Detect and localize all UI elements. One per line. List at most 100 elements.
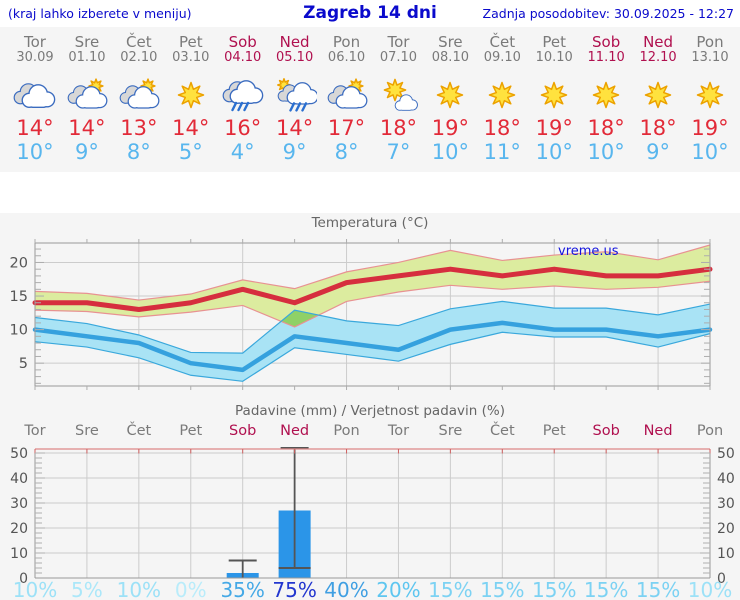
day-column-10.10[interactable]: Pet 10.10 19° 10° xyxy=(527,30,581,163)
day-max-temperature: 14° xyxy=(68,116,106,140)
precip-y-label-right: 40 xyxy=(717,471,735,487)
precip-y-label-right: 50 xyxy=(717,446,735,462)
precip-y-label-left: 20 xyxy=(10,521,28,537)
precip-day-label: Ned xyxy=(280,423,309,439)
day-date: 07.10 xyxy=(379,50,418,65)
precip-probability: 15% xyxy=(532,578,576,600)
precip-probability: 0% xyxy=(175,578,207,600)
sunny-icon xyxy=(177,81,205,109)
precip-chart-title: Padavine (mm) / Verjetnost padavin (%) xyxy=(235,403,505,419)
precip-y-label-right: 30 xyxy=(717,496,735,512)
day-column-01.10[interactable]: Sre 01.10 14° 9° xyxy=(60,30,114,163)
last-updated: Zadnja posodobitev: 30.09.2025 - 12:27 xyxy=(482,6,734,21)
day-column-12.10[interactable]: Ned 12.10 18° 9° xyxy=(631,30,685,163)
day-min-temperature: 8° xyxy=(126,140,151,164)
day-max-temperature: 18° xyxy=(639,116,677,140)
day-column-30.09[interactable]: Tor 30.09 14° 10° xyxy=(8,30,62,163)
precip-day-label: Čet xyxy=(126,421,151,439)
precip-probability: 15% xyxy=(428,578,472,600)
day-name: Čet xyxy=(489,33,516,51)
page-header: (kraj lahko izberete v meniju) Zagreb 14… xyxy=(0,0,740,27)
precip-y-label-left: 40 xyxy=(10,471,28,487)
precip-probability: 10% xyxy=(13,578,57,600)
precip-day-label: Tor xyxy=(387,423,409,439)
rain-icon xyxy=(222,80,263,112)
precip-day-label: Sob xyxy=(593,423,620,439)
sunny-icon xyxy=(644,81,672,109)
day-max-temperature: 13° xyxy=(120,116,158,140)
precip-day-label: Pon xyxy=(333,423,359,439)
temp-y-label: 10 xyxy=(10,323,28,339)
precip-day-label: Sob xyxy=(229,423,256,439)
day-column-09.10[interactable]: Čet 09.10 18° 11° xyxy=(475,30,529,163)
precip-probability: 15% xyxy=(636,578,680,600)
precip-probability: 15% xyxy=(584,578,628,600)
day-column-06.10[interactable]: Pon 06.10 17° 8° xyxy=(320,30,374,163)
precip-probability: 20% xyxy=(376,578,420,600)
temp-y-label: 15 xyxy=(10,289,28,305)
day-min-temperature: 10° xyxy=(535,140,573,164)
precip-probability: 5% xyxy=(71,578,103,600)
watermark-link[interactable]: vreme.us xyxy=(558,244,619,259)
precipitation-chart: Tor Sre Čet Pet Sob Ned Pon Tor Sre Čet Pet Sob Ned P… xyxy=(10,421,735,600)
day-min-temperature: 7° xyxy=(386,140,411,164)
partly-icon xyxy=(119,78,160,109)
day-max-temperature: 19° xyxy=(431,116,469,140)
day-date: 04.10 xyxy=(224,50,262,65)
day-min-temperature: 11° xyxy=(483,140,521,164)
precip-y-label-right: 0 xyxy=(717,571,726,587)
day-date: 01.10 xyxy=(68,50,106,65)
day-name: Sre xyxy=(438,33,463,51)
day-name: Pet xyxy=(542,33,567,51)
day-date: 05.10 xyxy=(276,50,314,65)
day-min-temperature: 5° xyxy=(178,140,203,164)
day-column-05.10[interactable]: Ned 05.10 14° 9° xyxy=(268,30,322,163)
day-name: Sob xyxy=(228,33,257,51)
day-name: Ned xyxy=(643,33,674,51)
min-temperature-line xyxy=(32,320,713,373)
sunny-icon xyxy=(696,81,724,109)
day-name: Tor xyxy=(24,33,46,51)
precip-y-label-left: 50 xyxy=(10,446,28,462)
precip-y-label-right: 20 xyxy=(717,521,735,537)
precip-probability: 10% xyxy=(688,578,732,600)
day-column-07.10[interactable]: Tor 07.10 18° 7° xyxy=(371,30,425,163)
day-date: 11.10 xyxy=(587,50,625,65)
day-column-04.10[interactable]: Sob 04.10 16° 4° xyxy=(216,30,270,163)
temp-y-label: 20 xyxy=(10,255,28,271)
day-min-temperature: 10° xyxy=(691,140,729,164)
sunny-icon xyxy=(437,81,464,109)
day-max-temperature: 14° xyxy=(275,116,314,140)
day-name: Sob xyxy=(592,33,621,51)
sunny-icon xyxy=(592,81,620,109)
day-column-02.10[interactable]: Čet 02.10 13° 8° xyxy=(112,30,166,163)
day-max-temperature: 17° xyxy=(327,116,366,140)
max-temperature-line xyxy=(32,266,713,312)
day-max-temperature: 14° xyxy=(16,116,54,140)
day-min-temperature: 4° xyxy=(230,140,255,164)
day-column-11.10[interactable]: Sob 11.10 18° 10° xyxy=(579,30,633,163)
precip-day-label: Pet xyxy=(179,423,202,439)
precip-y-label-left: 30 xyxy=(10,496,28,512)
precip-y-label-left: 10 xyxy=(10,546,28,562)
day-min-temperature: 9° xyxy=(282,140,307,164)
cloudy-icon xyxy=(13,83,56,108)
precip-day-label: Ned xyxy=(644,423,673,439)
day-date: 06.10 xyxy=(327,50,366,65)
precip-day-label: Pon xyxy=(697,423,723,439)
day-date: 13.10 xyxy=(691,50,729,65)
day-max-temperature: 19° xyxy=(535,116,573,140)
day-date: 12.10 xyxy=(639,50,677,65)
day-column-08.10[interactable]: Sre 08.10 19° 10° xyxy=(423,30,477,163)
day-date: 02.10 xyxy=(120,50,158,65)
day-column-03.10[interactable]: Pet 03.10 14° 5° xyxy=(164,30,218,163)
precip-y-label-left: 0 xyxy=(19,571,28,587)
temp-y-label: 5 xyxy=(19,356,28,372)
day-column-13.10[interactable]: Pon 13.10 19° 10° xyxy=(683,30,737,163)
day-name: Tor xyxy=(387,33,410,51)
day-min-temperature: 10° xyxy=(587,140,625,164)
day-name: Ned xyxy=(279,33,310,51)
precip-day-label: Sre xyxy=(438,423,462,439)
day-min-temperature: 10° xyxy=(16,140,54,164)
day-min-temperature: 8° xyxy=(334,140,359,164)
